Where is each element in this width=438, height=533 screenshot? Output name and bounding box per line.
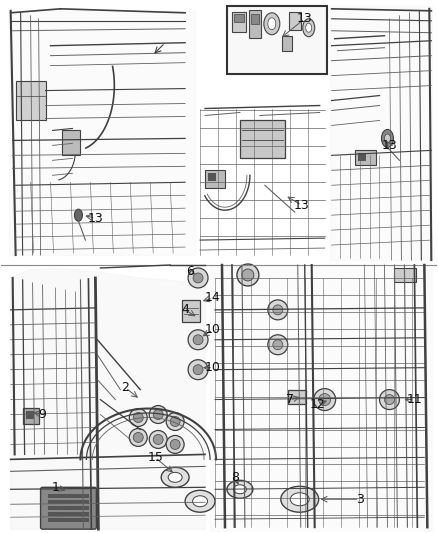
Ellipse shape xyxy=(168,472,182,482)
Text: 10: 10 xyxy=(205,361,221,374)
Ellipse shape xyxy=(268,18,276,30)
Bar xyxy=(48,500,89,504)
Text: 15: 15 xyxy=(147,451,163,464)
Text: 10: 10 xyxy=(205,324,221,336)
Bar xyxy=(48,518,89,522)
Circle shape xyxy=(319,393,331,406)
Bar xyxy=(232,12,246,32)
Circle shape xyxy=(170,439,180,449)
Circle shape xyxy=(188,360,208,379)
Circle shape xyxy=(193,335,203,345)
Bar xyxy=(182,300,200,322)
Circle shape xyxy=(193,365,203,375)
Circle shape xyxy=(153,409,163,419)
Polygon shape xyxy=(11,268,205,529)
Ellipse shape xyxy=(281,486,319,512)
Circle shape xyxy=(129,409,147,426)
Circle shape xyxy=(149,431,167,448)
Bar xyxy=(251,14,259,24)
Circle shape xyxy=(273,340,283,350)
Ellipse shape xyxy=(306,23,312,32)
Bar xyxy=(205,171,225,188)
Bar xyxy=(25,410,34,418)
Text: 14: 14 xyxy=(205,292,221,304)
Bar xyxy=(208,173,216,181)
Polygon shape xyxy=(330,6,432,260)
Circle shape xyxy=(170,416,180,426)
Circle shape xyxy=(188,268,208,288)
Bar xyxy=(355,150,377,165)
Ellipse shape xyxy=(193,496,208,507)
Circle shape xyxy=(268,300,288,320)
Ellipse shape xyxy=(74,209,82,221)
Text: 3: 3 xyxy=(356,493,364,506)
Bar xyxy=(249,10,261,38)
Ellipse shape xyxy=(303,19,314,37)
Bar xyxy=(48,512,89,516)
Circle shape xyxy=(149,406,167,424)
Polygon shape xyxy=(9,11,195,255)
Text: 13: 13 xyxy=(297,12,313,25)
Bar xyxy=(395,268,417,282)
Bar xyxy=(63,131,81,155)
Text: 13: 13 xyxy=(381,139,397,152)
Circle shape xyxy=(129,429,147,447)
Circle shape xyxy=(193,273,203,283)
Bar xyxy=(16,80,46,120)
Ellipse shape xyxy=(385,134,390,143)
Text: 13: 13 xyxy=(294,199,310,212)
Circle shape xyxy=(242,269,254,281)
Circle shape xyxy=(268,335,288,355)
Text: 12: 12 xyxy=(310,398,325,411)
Bar xyxy=(282,36,292,51)
Circle shape xyxy=(188,330,208,350)
Text: 13: 13 xyxy=(88,212,103,224)
Ellipse shape xyxy=(161,467,189,487)
Bar xyxy=(288,390,306,403)
Bar xyxy=(48,506,89,510)
Text: 1: 1 xyxy=(52,481,60,494)
Ellipse shape xyxy=(185,490,215,512)
Ellipse shape xyxy=(381,130,393,148)
FancyBboxPatch shape xyxy=(41,487,96,529)
Bar xyxy=(234,14,244,22)
Circle shape xyxy=(153,434,163,445)
Text: 6: 6 xyxy=(186,265,194,278)
Text: 7: 7 xyxy=(286,393,294,406)
Bar xyxy=(357,154,366,161)
Ellipse shape xyxy=(227,480,253,498)
Circle shape xyxy=(166,435,184,454)
Ellipse shape xyxy=(233,485,247,494)
Bar xyxy=(48,494,89,498)
Circle shape xyxy=(237,264,259,286)
Circle shape xyxy=(166,413,184,431)
Circle shape xyxy=(385,394,395,405)
Text: 4: 4 xyxy=(181,303,189,317)
Text: 9: 9 xyxy=(39,408,46,421)
Ellipse shape xyxy=(264,13,280,35)
Bar xyxy=(227,6,327,74)
Polygon shape xyxy=(210,265,432,532)
Bar xyxy=(240,120,285,158)
Circle shape xyxy=(133,432,143,442)
Circle shape xyxy=(314,389,336,410)
Circle shape xyxy=(273,305,283,315)
Bar xyxy=(23,408,39,424)
Circle shape xyxy=(379,390,399,409)
Text: 8: 8 xyxy=(231,471,239,484)
Ellipse shape xyxy=(290,493,309,506)
Circle shape xyxy=(133,413,143,423)
Bar xyxy=(289,12,301,30)
Text: 11: 11 xyxy=(406,393,422,406)
Text: 2: 2 xyxy=(121,381,129,394)
